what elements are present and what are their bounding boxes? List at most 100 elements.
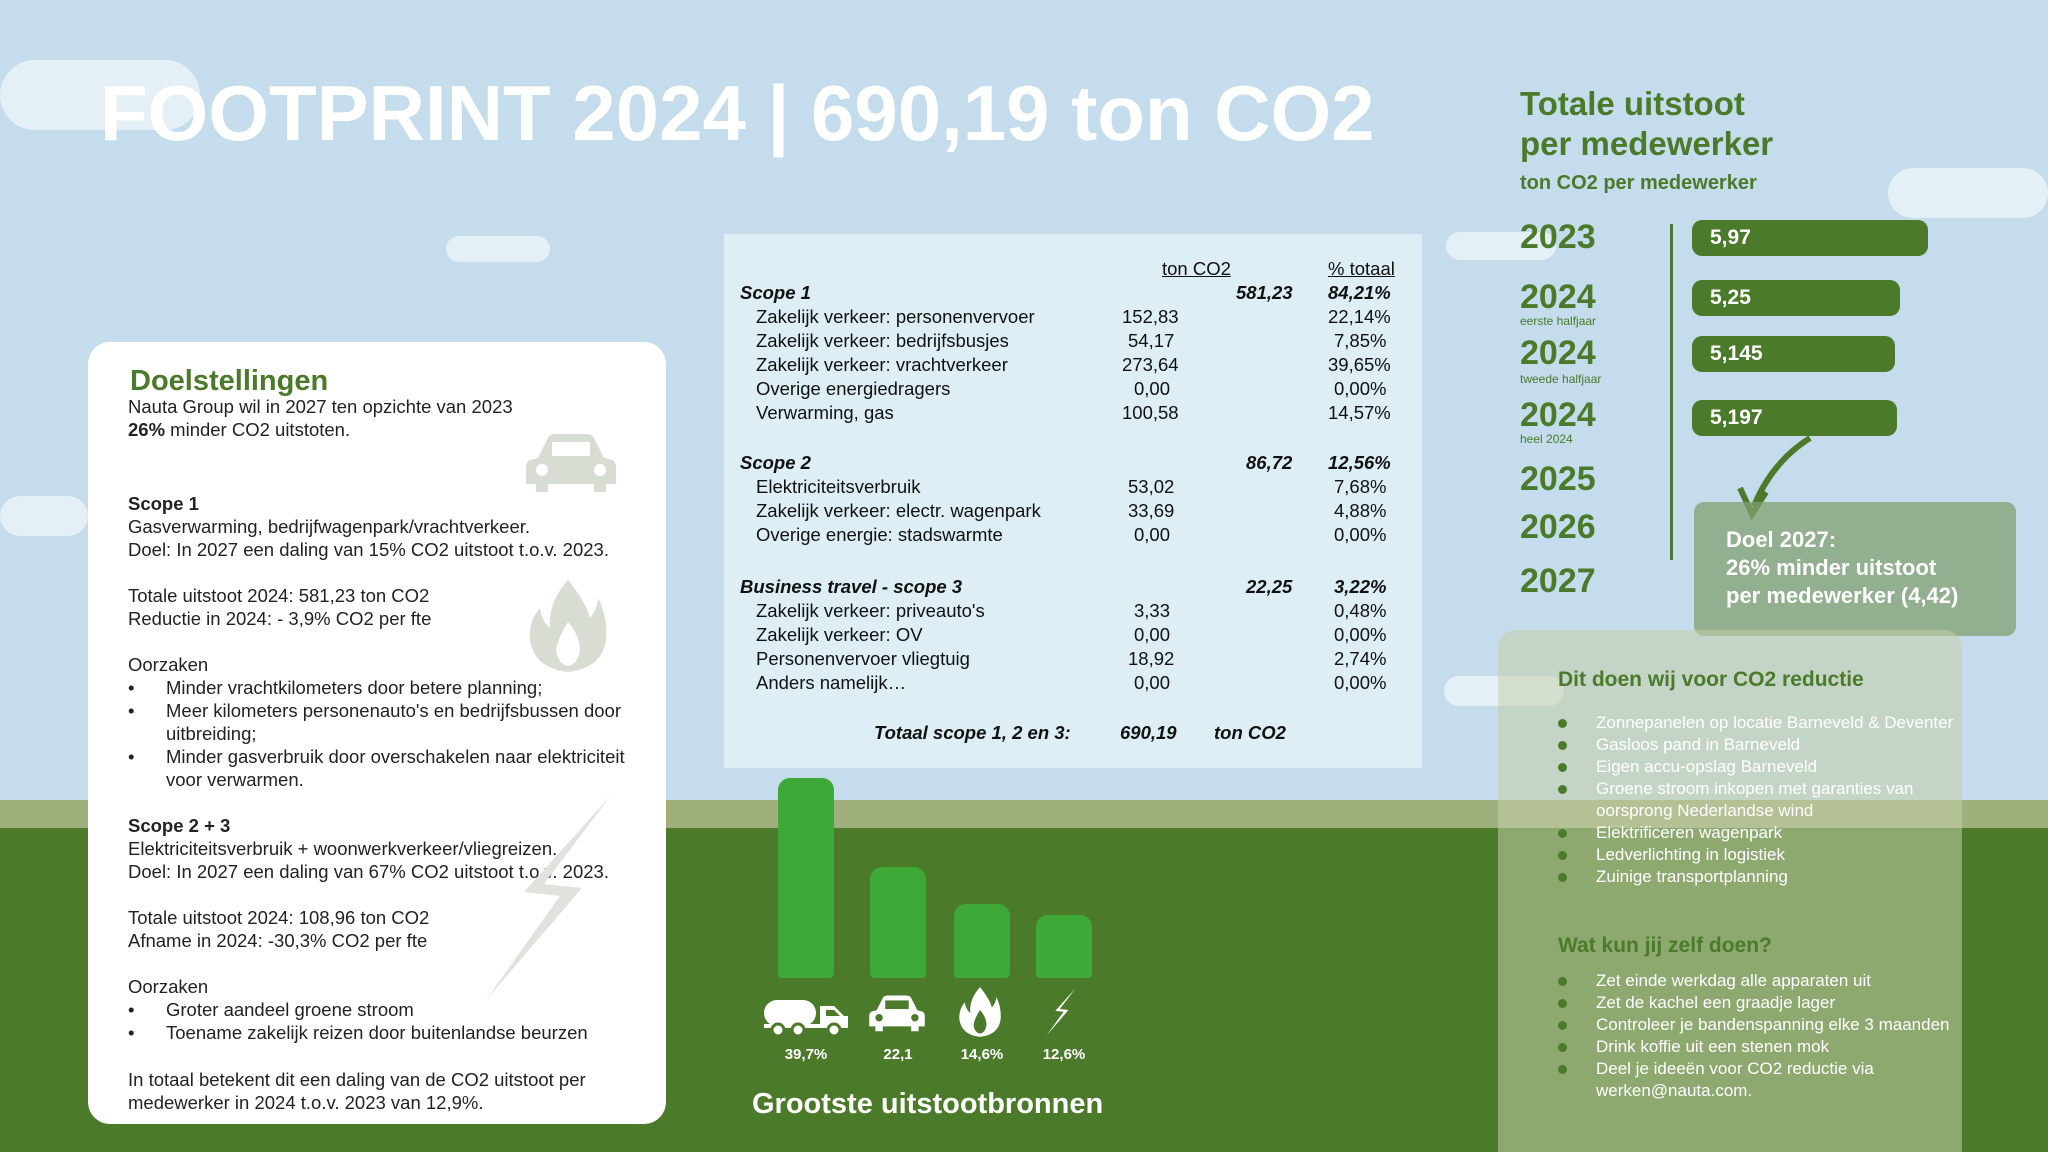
cloud-decoration — [0, 496, 88, 536]
scope23-causes-list: Groter aandeel groene stroom Toename zak… — [128, 998, 628, 1044]
value-bar: 5,197 — [1692, 400, 1897, 436]
total-value: 690,19 — [1120, 722, 1177, 743]
goal-line: Doel 2027: — [1726, 527, 1837, 552]
table-row: Personenvervoer vliegtuig 18,92 2,74% — [724, 648, 1422, 672]
emissions-table: ton CO2 % totaal Scope 1 581,23 84,21% Z… — [724, 234, 1422, 768]
lightning-icon — [486, 794, 612, 1000]
column-header-ton: ton CO2 — [1162, 258, 1231, 279]
row-value: 0,00 — [1134, 524, 1171, 545]
table-row: Overige energiedragers 0,00 0,00% — [724, 378, 1422, 402]
list-item: Meer kilometers personenauto's en bedrij… — [128, 699, 628, 745]
table-row: Zakelijk verkeer: bedrijfsbusjes 54,17 7,8… — [724, 330, 1422, 354]
row-label: Scope 2 — [740, 452, 811, 473]
list-item: Zonnepanelen op locatie Barneveld & Deve… — [1558, 712, 1958, 734]
row-value: 33,69 — [1128, 500, 1175, 521]
scope23-total: Totale uitstoot 2024: 108,96 ton CO2 — [128, 907, 430, 928]
bar-value-label: 22,1 — [883, 1046, 913, 1063]
scope23-goal: Doel: In 2027 een daling van 67% CO2 uit… — [128, 861, 609, 882]
row-value: 100,58 — [1122, 402, 1179, 423]
row-label: Zakelijk verkeer: vrachtverkeer — [756, 354, 1008, 375]
goals-intro-text: minder CO2 uitstoten. — [165, 419, 351, 440]
row-total: 581,23 — [1236, 282, 1293, 303]
row-label: Overige energiedragers — [756, 378, 951, 399]
list-item: Elektrificeren wagenpark — [1558, 822, 1958, 844]
cloud-decoration — [0, 60, 200, 130]
row-value: 273,64 — [1122, 354, 1179, 375]
scope1-causes-list: Minder vrachtkilometers door betere plan… — [128, 676, 628, 791]
list-item: Minder gasverbruik door overschakelen na… — [128, 745, 628, 791]
row-percent: 0,00% — [1334, 524, 1387, 545]
row-label: Business travel - scope 3 — [740, 576, 963, 597]
year-label: 2026 — [1520, 508, 1596, 546]
period-label: tweede halfjaar — [1520, 372, 1602, 386]
column-header-percent: % totaal — [1328, 258, 1395, 279]
bar-lightning — [1036, 915, 1092, 978]
row-percent: 0,00% — [1334, 672, 1387, 693]
row-percent: 2,74% — [1334, 648, 1387, 669]
table-row: Zakelijk verkeer: priveauto's 3,33 0,48% — [724, 600, 1422, 624]
list-item: Gasloos pand in Barneveld — [1558, 734, 1958, 756]
row-value: 0,00 — [1134, 624, 1171, 645]
total-label: Totaal scope 1, 2 en 3: — [874, 722, 1071, 743]
page-title: FOOTPRINT 2024 | 690,19 ton CO2 — [100, 69, 1375, 157]
self-actions-heading: Wat kun jij zelf doen? — [1558, 934, 1772, 957]
flame-icon — [529, 580, 607, 672]
value-bar: 5,97 — [1692, 220, 1928, 256]
row-label: Verwarming, gas — [756, 402, 894, 423]
bar-truck — [778, 778, 834, 978]
row-percent: 39,65% — [1328, 354, 1391, 375]
table-row: Zakelijk verkeer: electr. wagenpark 33,69… — [724, 500, 1422, 524]
list-item: Drink koffie uit een stenen mok — [1558, 1036, 1958, 1058]
row-label: Zakelijk verkeer: OV — [756, 624, 923, 645]
total-unit: ton CO2 — [1214, 722, 1286, 743]
scope1-section: Scope 1 Gasverwarming, bedrijfwagenpark/… — [128, 492, 628, 791]
row-value: 0,00 — [1134, 378, 1171, 399]
scope23-reduction: Afname in 2024: -30,3% CO2 per fte — [128, 930, 428, 951]
row-label: Overige energie: stadswarmte — [756, 524, 1003, 545]
row-label: Zakelijk verkeer: priveauto's — [756, 600, 985, 621]
car-icon — [869, 995, 925, 1032]
scope2-row: Scope 2 86,72 12,56% — [724, 452, 1422, 476]
scope1-row: Scope 1 581,23 84,21% — [724, 282, 1422, 306]
row-percent: 4,88% — [1334, 500, 1387, 521]
list-item: Groter aandeel groene stroom — [128, 998, 628, 1021]
list-item: Ledverlichting in logistiek — [1558, 844, 1958, 866]
scope1-heading: Scope 1 — [128, 493, 199, 514]
list-item: Zet einde werkdag alle apparaten uit — [1558, 970, 1958, 992]
row-percent: 7,85% — [1334, 330, 1387, 351]
scope1-causes-heading: Oorzaken — [128, 654, 209, 675]
list-item: Minder vrachtkilometers door betere plan… — [128, 676, 628, 699]
scope1-description: Gasverwarming, bedrijfwagenpark/vrachtve… — [128, 516, 531, 537]
scope23-section: Scope 2 + 3 Elektriciteitsverbruik + woo… — [128, 814, 628, 1044]
scope1-total: Totale uitstoot 2024: 581,23 ton CO2 — [128, 585, 430, 606]
total-row: Totaal scope 1, 2 en 3: 690,19 ton CO2 — [724, 722, 1422, 746]
goals-intro-line: Nauta Group wil in 2027 ten opzichte van… — [128, 396, 513, 417]
goals-card: Doelstellingen Nauta Group wil in 2027 t… — [88, 342, 666, 1124]
timeline-line — [1670, 224, 1673, 560]
row-value: 53,02 — [1128, 476, 1175, 497]
goal-line: 26% minder uitstoot — [1726, 555, 1937, 580]
row-total: 22,25 — [1246, 576, 1293, 597]
row-percent: 0,48% — [1334, 600, 1387, 621]
row-value: 152,83 — [1122, 306, 1179, 327]
row-value: 0,00 — [1134, 672, 1171, 693]
table-row: Zakelijk verkeer: OV 0,00 0,00% — [724, 624, 1422, 648]
bar-value-label: 14,6% — [960, 1046, 1004, 1063]
row-label: Elektriciteitsverbruik — [756, 476, 921, 497]
year-label: 2024 — [1520, 278, 1596, 316]
row-percent: 14,57% — [1328, 402, 1391, 423]
goals-intro-line: 26% minder CO2 uitstoten. — [128, 418, 626, 441]
table-row: Overige energie: stadswarmte 0,00 0,00% — [724, 524, 1422, 548]
row-total: 86,72 — [1246, 452, 1293, 473]
row-label: Zakelijk verkeer: bedrijfsbusjes — [756, 330, 1009, 351]
scope1-reduction: Reductie in 2024: - 3,9% CO2 per fte — [128, 608, 432, 629]
row-percent: 84,21% — [1328, 282, 1391, 303]
goals-intro: Nauta Group wil in 2027 ten opzichte van… — [128, 395, 626, 441]
scope23-description: Elektriciteitsverbruik + woonwerkverkeer… — [128, 838, 558, 859]
row-percent: 3,22% — [1334, 576, 1387, 597]
row-value: 54,17 — [1128, 330, 1175, 351]
per-employee-subtitle: ton CO2 per medewerker — [1520, 172, 1757, 194]
table-row: Verwarming, gas 100,58 14,57% — [724, 402, 1422, 426]
chart-title: Grootste uitstootbronnen — [752, 1088, 1104, 1120]
goal-2027-box: Doel 2027: 26% minder uitstoot per medew… — [1694, 502, 2016, 636]
